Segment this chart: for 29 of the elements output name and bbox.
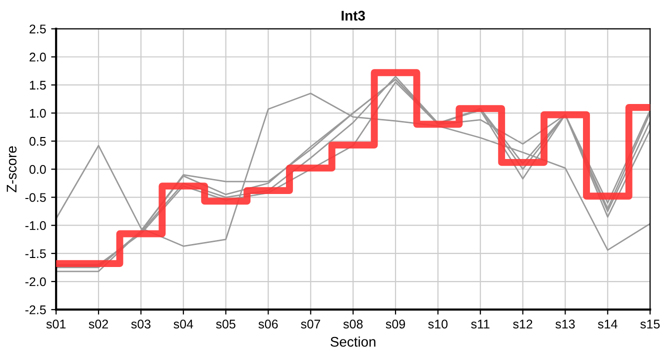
x-tick-label: s10 [428,320,448,329]
y-tick-label: -0.5 [25,193,46,202]
x-tick-label: s09 [386,320,406,329]
x-tick-label: s02 [88,320,108,329]
x-tick-label: s01 [46,320,66,329]
x-axis-title: Section [330,336,376,347]
y-tick-label: 1.0 [30,108,46,118]
x-tick-label: s04 [174,320,194,329]
y-tick-label: 2.0 [30,52,46,62]
y-tick-label: -1.0 [25,221,46,230]
y-tick-label: -2.0 [25,277,46,286]
y-tick-label: 0.5 [29,136,46,146]
x-tick-label: s05 [216,320,236,329]
x-tick-label: s06 [258,320,278,329]
y-tick-label: -1.5 [25,249,46,258]
y-axis-title: Z-score [6,146,17,192]
x-tick-label: s11 [471,320,490,329]
y-tick-label: 2.5 [30,24,46,34]
chart-title: Int3 [342,10,365,21]
x-tick-label: s14 [598,320,618,329]
x-tick-label: s12 [513,320,532,329]
y-tick-label: 0.0 [29,165,46,174]
y-tick-label: -2.5 [25,305,46,314]
x-tick-label: s07 [300,320,320,329]
x-tick-label: s08 [343,320,363,329]
x-tick-label: s15 [640,320,660,329]
x-tick-label: s13 [556,320,575,329]
y-tick-label: 1.5 [30,80,46,90]
x-tick-label: s03 [131,320,150,329]
